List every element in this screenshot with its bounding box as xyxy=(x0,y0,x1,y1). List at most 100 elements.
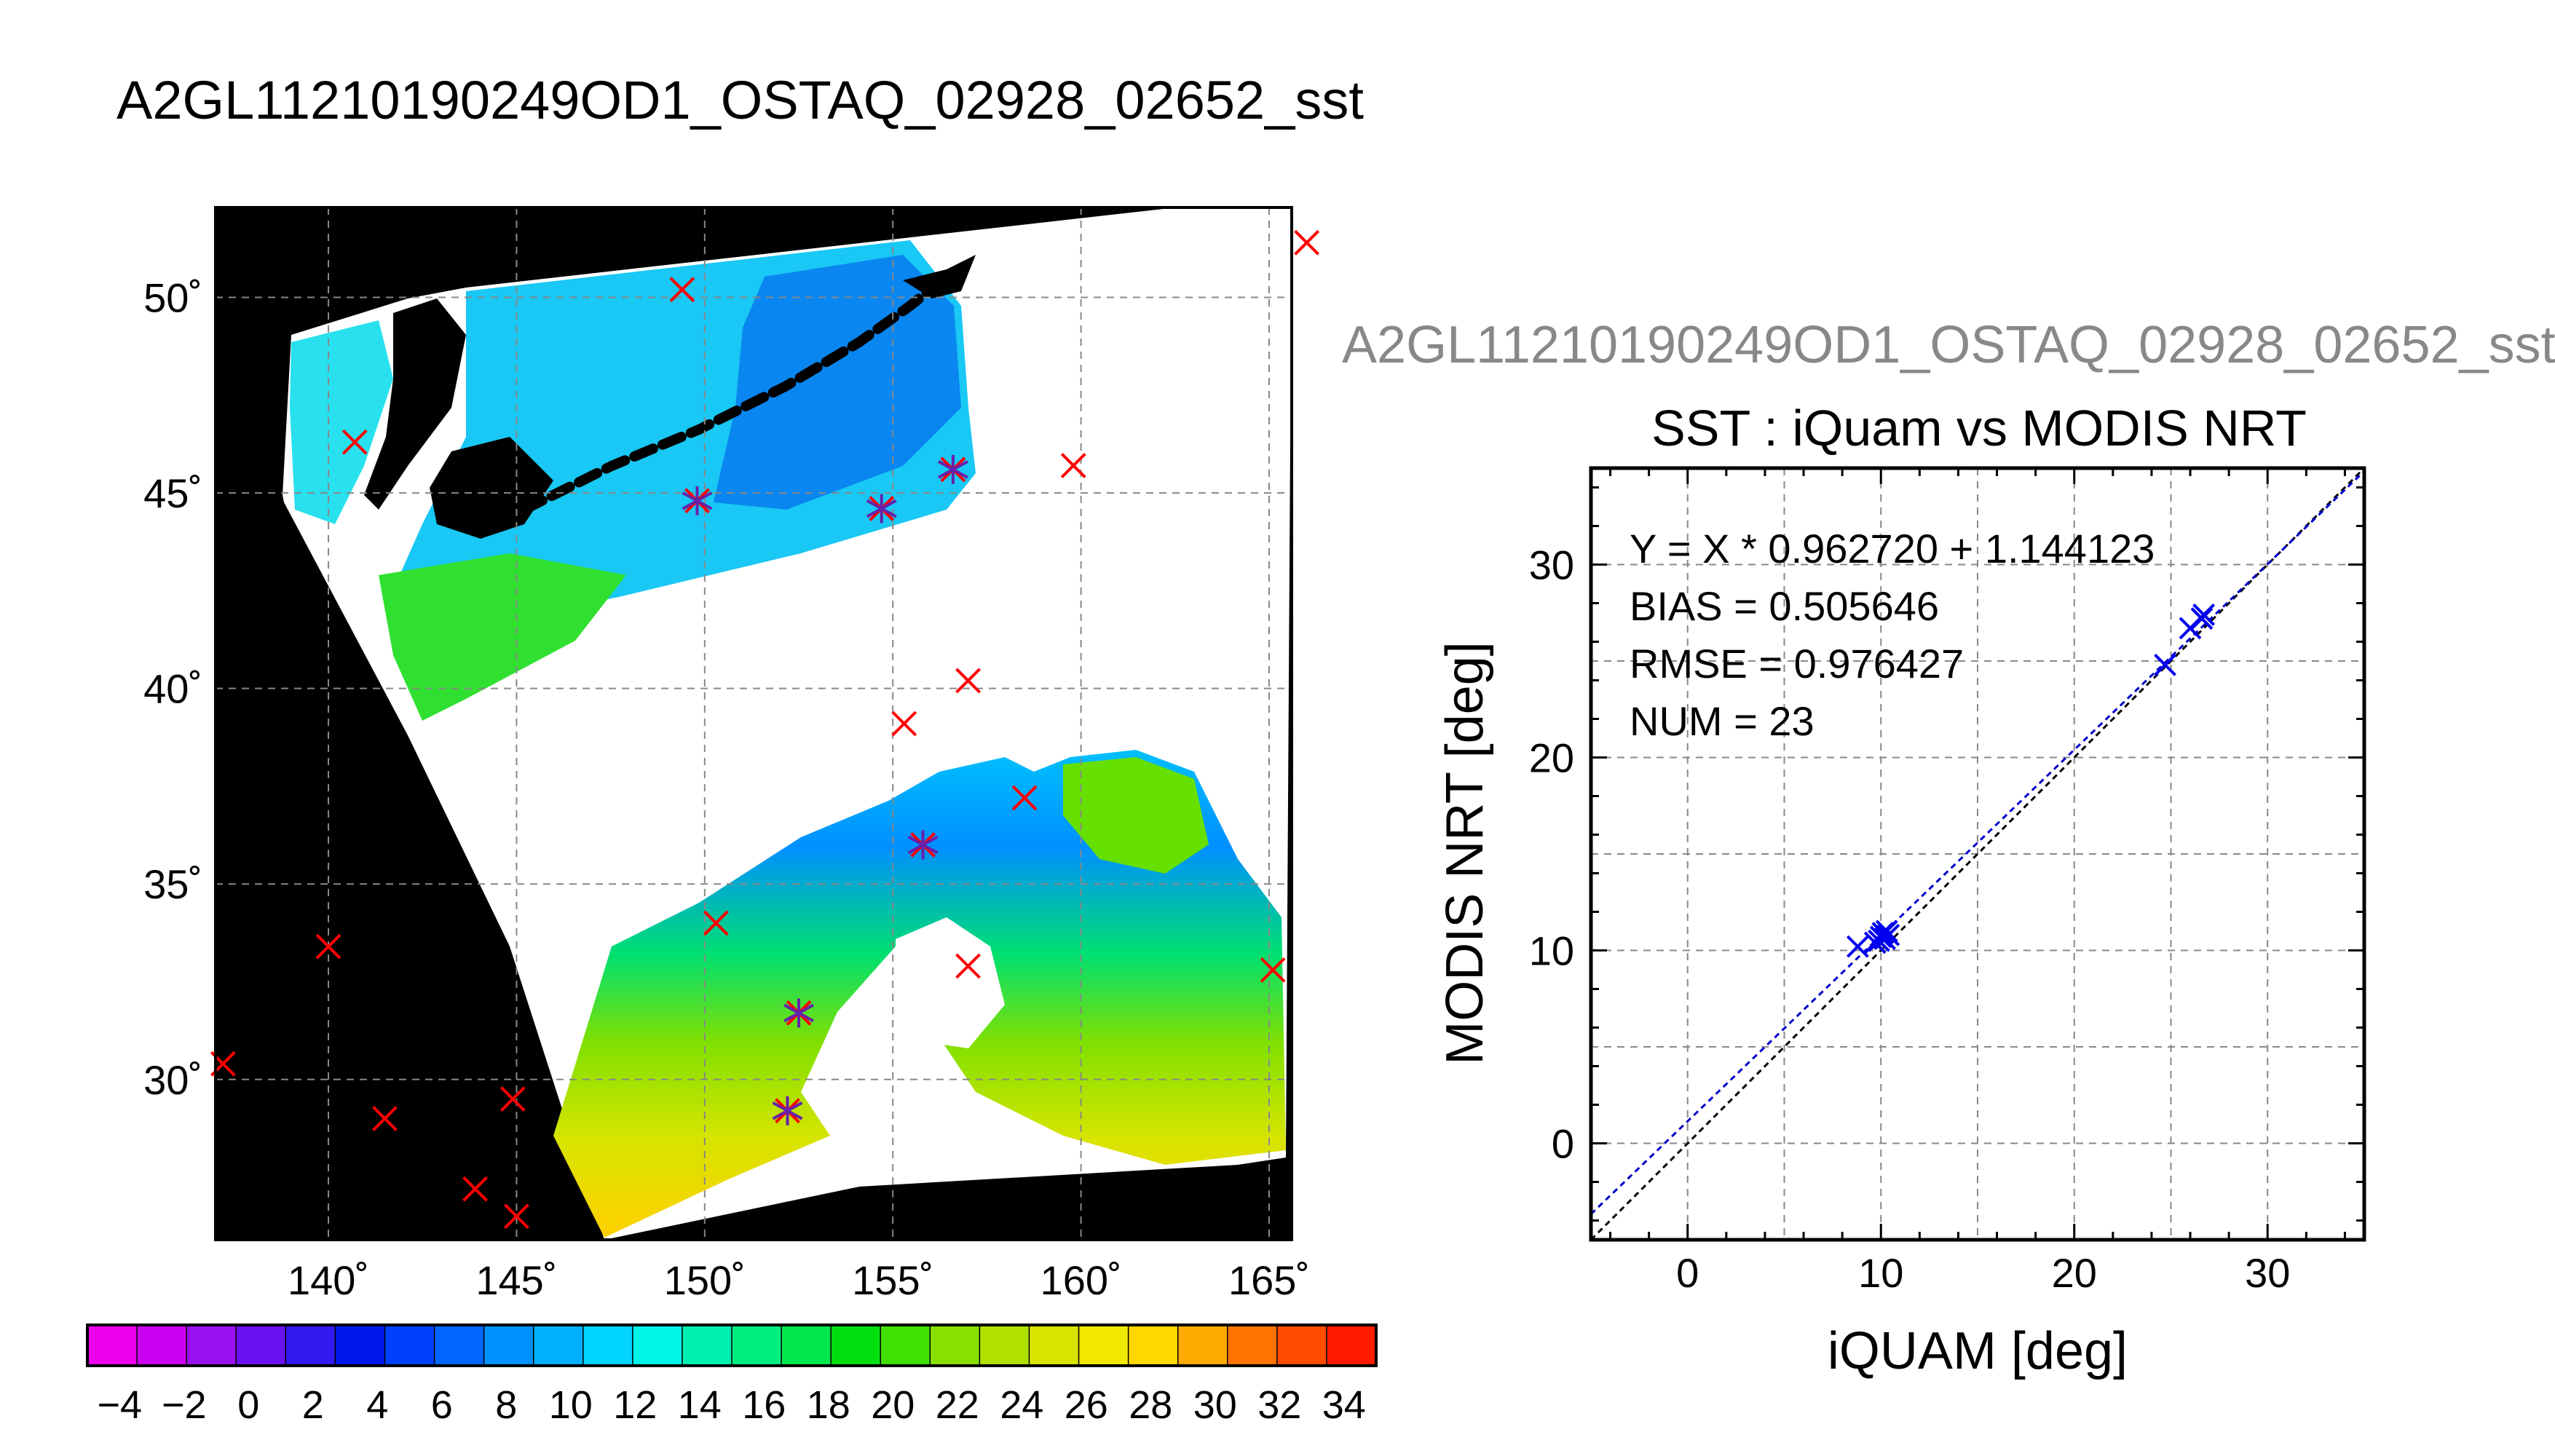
scatter-point xyxy=(1877,923,1900,946)
colorbar-tick-label: −2 xyxy=(162,1383,207,1427)
colorbar-tick-label: 22 xyxy=(936,1383,979,1427)
colorbar-cell xyxy=(831,1325,881,1366)
colorbar-cell xyxy=(1177,1325,1228,1366)
map-y-tick-labels: 50˚ 45˚ 40˚ 35˚ 30˚ xyxy=(143,275,202,1103)
one-to-one-line xyxy=(1590,467,2366,1241)
map-gridlines xyxy=(216,207,1292,1240)
sst-field-northeast xyxy=(1063,757,1209,874)
colorbar-cell xyxy=(483,1325,534,1366)
insitu-marker xyxy=(462,1176,488,1202)
matched-marker xyxy=(783,998,814,1028)
colorbar-cell xyxy=(335,1325,385,1366)
colorbar-tick-label: 18 xyxy=(807,1383,850,1427)
map-x-tick-label: 140˚ xyxy=(288,1257,369,1303)
colorbar-tick-label: 28 xyxy=(1129,1383,1172,1427)
colorbar-cell xyxy=(1078,1325,1129,1366)
scatter-x-tick-label: 20 xyxy=(2052,1250,2097,1296)
map-x-tick-labels: 140˚ 145˚ 150˚ 155˚ 160˚ 165˚ xyxy=(288,1257,1310,1303)
scatter-point xyxy=(2154,653,2176,676)
colorbar-tick-label: 10 xyxy=(549,1383,593,1427)
scatter-statistics: Y = X * 0.962720 + 1.144123 BIAS = 0.505… xyxy=(1630,526,2155,744)
scatter-tick-marks xyxy=(1591,468,2364,1240)
scatter-x-tick-label: 0 xyxy=(1676,1250,1699,1296)
colorbar-cell xyxy=(930,1325,980,1366)
map-x-tick-label: 160˚ xyxy=(1040,1257,1122,1303)
sst-field-eddy xyxy=(896,917,1005,1048)
colorbar-tick-label: 30 xyxy=(1193,1383,1237,1427)
land-sakhalin xyxy=(364,298,466,510)
colorbar-tick-label: −4 xyxy=(97,1383,142,1427)
colorbar-cell xyxy=(87,1325,138,1366)
insitu-marker xyxy=(1260,957,1286,983)
colorbar-cell xyxy=(1128,1325,1179,1366)
colorbar-cell xyxy=(384,1325,435,1366)
insitu-marker xyxy=(315,933,341,960)
colorbar-cell xyxy=(285,1325,336,1366)
colorbar-tick-label: 16 xyxy=(742,1383,786,1427)
colorbar-cell xyxy=(583,1325,633,1366)
colorbar-cell xyxy=(732,1325,782,1366)
map-x-tick-label: 145˚ xyxy=(475,1257,557,1303)
insitu-marker xyxy=(669,277,695,303)
map-y-tick-label: 40˚ xyxy=(143,666,202,712)
map-frame xyxy=(214,206,1293,1241)
colorbar-cell xyxy=(186,1325,237,1366)
colorbar-tick-label: 12 xyxy=(613,1383,657,1427)
matched-marker xyxy=(907,830,939,860)
colorbar-tick-label: 0 xyxy=(237,1383,259,1427)
insitu-marker xyxy=(341,429,368,455)
colorbar-cell xyxy=(979,1325,1030,1366)
scatter-frame xyxy=(1589,466,2366,1242)
colorbar-cells xyxy=(87,1325,1377,1366)
scatter-points xyxy=(1846,603,2216,958)
stat-bias: BIAS = 0.505646 xyxy=(1630,583,1939,629)
insitu-marker xyxy=(499,1086,526,1112)
scatter-x-tick-label: 10 xyxy=(1858,1250,1903,1296)
scatter-x-tick-labels: 0 10 20 30 xyxy=(1676,1250,2290,1296)
colorbar-cell xyxy=(1029,1325,1080,1366)
stat-rmse: RMSE = 0.976427 xyxy=(1630,641,1964,687)
insitu-marker xyxy=(1060,453,1086,478)
colorbar-cell xyxy=(781,1325,832,1366)
stat-num: NUM = 23 xyxy=(1630,698,1814,744)
insitu-marker xyxy=(703,910,729,936)
matched-marker xyxy=(772,1096,803,1125)
regression-line xyxy=(1590,470,2366,1215)
matched-marker xyxy=(682,486,713,515)
map-y-tick-label: 35˚ xyxy=(143,861,202,907)
sst-field-kuroshio xyxy=(379,553,626,721)
scatter-title: SST : iQuam vs MODIS NRT xyxy=(1651,400,2307,456)
sst-field-north-core xyxy=(714,255,961,510)
scatter-y-tick-labels: 0 10 20 30 xyxy=(1529,542,1574,1167)
scatter-y-tick-label: 10 xyxy=(1529,928,1574,974)
colorbar-cell xyxy=(632,1325,683,1366)
colorbar-tick-label: 4 xyxy=(366,1383,388,1427)
colorbar-cell xyxy=(533,1325,584,1366)
scatter-x-label: iQUAM [deg] xyxy=(1828,1322,2128,1380)
colorbar-tick-label: 26 xyxy=(1065,1383,1108,1427)
colorbar-tick-labels: −4 −2 0 2 4 6 8 10 12 14 16 18 20 22 24 26 28 30 32 34 xyxy=(97,1383,1365,1427)
colorbar-tick-label: 20 xyxy=(871,1383,915,1427)
colorbar-cell xyxy=(236,1325,286,1366)
colorbar-tick-label: 34 xyxy=(1322,1383,1366,1427)
land-kamchatka xyxy=(903,255,976,298)
colorbar-cell xyxy=(1276,1325,1327,1366)
colorbar-cell xyxy=(1227,1325,1278,1366)
colorbar-frame xyxy=(86,1324,1378,1367)
colorbar-tick-label: 8 xyxy=(495,1383,517,1427)
matched-marker xyxy=(866,494,897,523)
scatter-plot: A2GL11210190249OD1_OSTAQ_02928_02652_sst… xyxy=(1342,316,2555,1380)
colorbar-cell xyxy=(1326,1325,1377,1366)
scatter-y-label: MODIS NRT [deg] xyxy=(1436,641,1494,1065)
insitu-marker xyxy=(955,953,981,979)
insitu-marker xyxy=(891,711,917,737)
matched-markers xyxy=(682,454,968,1125)
colorbar-tick-label: 14 xyxy=(678,1383,722,1427)
insitu-marker xyxy=(955,668,981,694)
colorbar-cell xyxy=(434,1325,485,1366)
colorbar-tick-label: 6 xyxy=(431,1383,453,1427)
insitu-marker xyxy=(1011,785,1038,811)
scatter-y-tick-label: 20 xyxy=(1529,735,1574,781)
scatter-y-tick-label: 0 xyxy=(1552,1121,1574,1167)
